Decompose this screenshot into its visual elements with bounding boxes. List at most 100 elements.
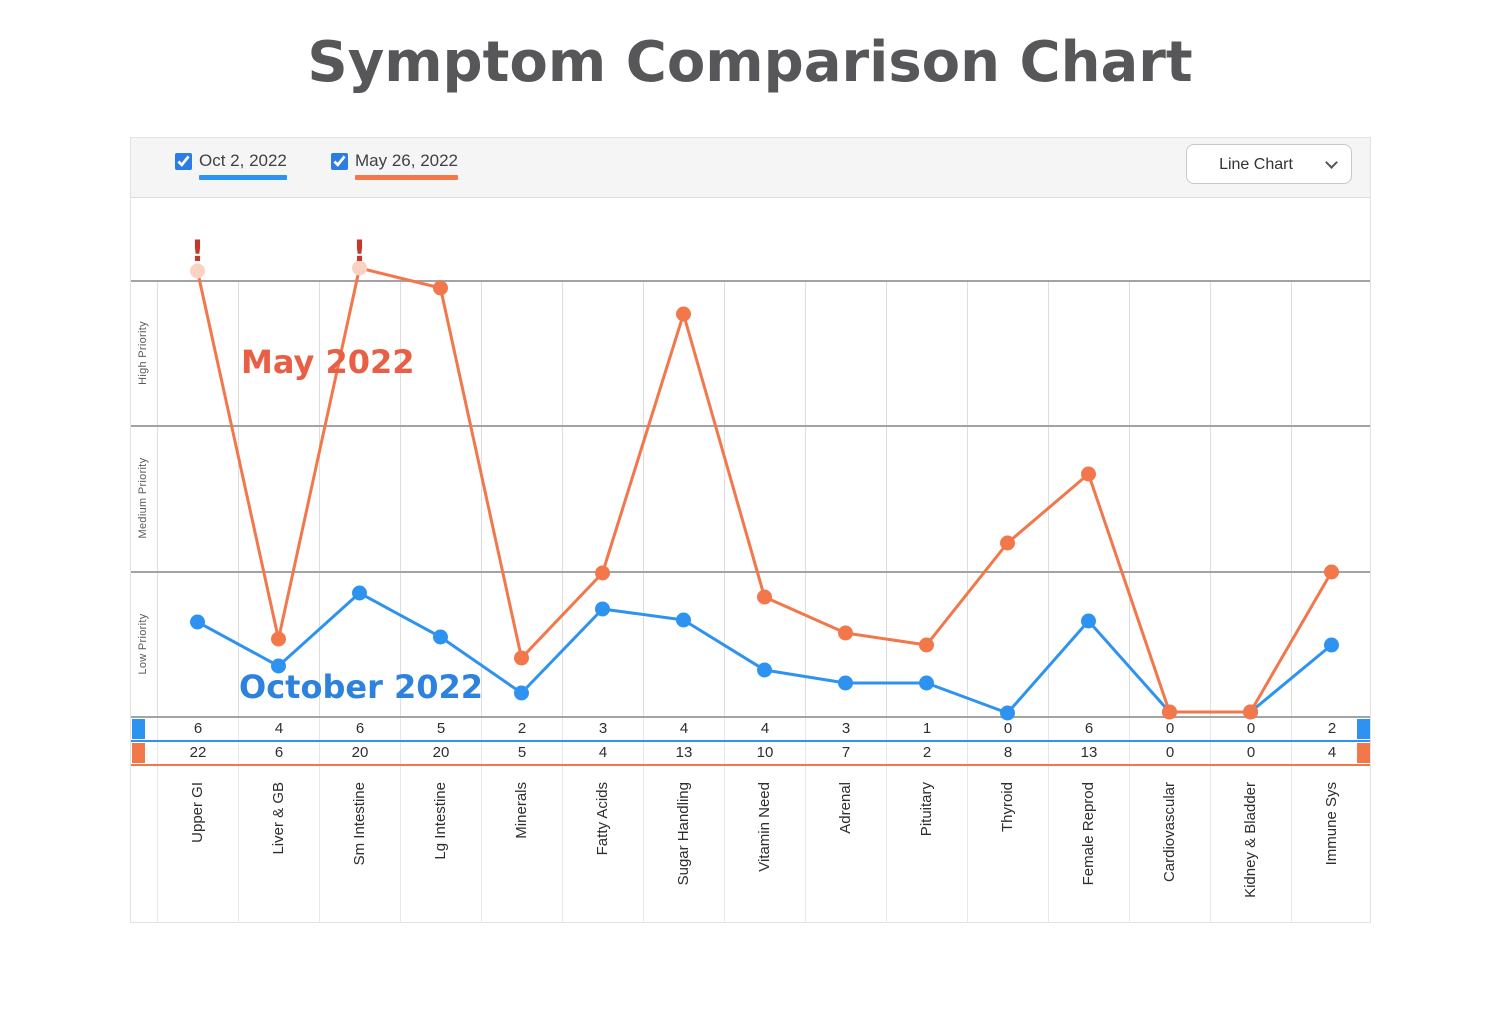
data-point[interactable] — [919, 675, 934, 691]
x-axis-label: Liver & GB — [269, 782, 287, 855]
gridline-vertical — [1291, 280, 1292, 716]
x-axis-label: Adrenal — [836, 782, 854, 834]
data-point[interactable] — [1081, 466, 1096, 482]
table-cell: 6 — [157, 718, 238, 740]
gridline-vertical — [1210, 280, 1211, 716]
gridline-vertical — [1129, 280, 1130, 716]
table-cell: 0 — [1210, 742, 1291, 764]
chart-panel: Oct 2, 2022 May 26, 2022 Line Chart High… — [130, 137, 1371, 923]
x-axis-label: Female Reprod — [1079, 782, 1097, 886]
x-axis-label: Sm Intestine — [350, 782, 368, 866]
data-point[interactable] — [838, 675, 853, 691]
data-point[interactable] — [919, 637, 934, 653]
table-cell: 2 — [481, 718, 562, 740]
data-point[interactable] — [190, 614, 205, 630]
table-cell: 4 — [238, 718, 319, 740]
gridline-vertical — [724, 280, 725, 716]
data-point[interactable] — [1000, 535, 1015, 551]
table-cell: 0 — [1129, 742, 1210, 764]
x-label-divider — [886, 766, 887, 923]
legend-toggle-may[interactable]: May 26, 2022 — [331, 151, 459, 180]
data-point[interactable] — [676, 612, 691, 628]
page-title: Symptom Comparison Chart — [307, 30, 1193, 95]
data-point[interactable] — [757, 662, 772, 678]
data-point[interactable] — [1324, 637, 1339, 653]
band-boundary-line — [131, 280, 1370, 282]
table-cell: 10 — [724, 742, 805, 764]
row-color-cap — [1357, 743, 1370, 763]
x-label-divider — [1210, 766, 1211, 923]
x-label-divider — [157, 766, 158, 923]
data-point[interactable] — [595, 565, 610, 581]
x-axis-label: Lg Intestine — [431, 782, 449, 860]
data-point[interactable] — [838, 625, 853, 641]
row-color-cap — [132, 743, 145, 763]
table-cell: 3 — [805, 718, 886, 740]
table-cell: 4 — [562, 742, 643, 764]
table-cell: 0 — [1210, 718, 1291, 740]
table-cell: 20 — [400, 742, 481, 764]
chart-canvas — [190, 260, 1339, 721]
x-axis-label: Cardiovascular — [1160, 782, 1178, 883]
data-point[interactable] — [271, 658, 286, 674]
table-cell: 6 — [238, 742, 319, 764]
chart-toolbar: Oct 2, 2022 May 26, 2022 Line Chart — [131, 138, 1370, 198]
table-cell: 0 — [1129, 718, 1210, 740]
legend-checkbox-oct[interactable] — [175, 152, 192, 170]
data-point[interactable] — [433, 629, 448, 645]
legend-checkbox-may[interactable] — [331, 152, 348, 170]
series-line — [196, 266, 1333, 714]
x-axis-label: Upper GI — [188, 782, 206, 843]
table-cell: 8 — [967, 742, 1048, 764]
gridline-vertical — [805, 280, 806, 716]
x-label-divider — [643, 766, 644, 923]
chart-type-select[interactable]: Line Chart — [1186, 144, 1352, 184]
x-label-divider — [562, 766, 563, 923]
data-point[interactable] — [676, 306, 691, 322]
offscale-alert-icon: ! — [352, 234, 367, 268]
x-label-divider — [319, 766, 320, 923]
data-point[interactable] — [514, 650, 529, 666]
x-axis-label: Sugar Handling — [674, 782, 692, 886]
band-boundary-line — [131, 571, 1370, 573]
x-label-divider — [1291, 766, 1292, 923]
data-point[interactable] — [595, 601, 610, 617]
x-label-divider — [1129, 766, 1130, 923]
gridline-vertical — [238, 280, 239, 716]
x-axis-label: Vitamin Need — [755, 782, 773, 872]
band-boundary-line — [131, 425, 1370, 427]
gridline-vertical — [643, 280, 644, 716]
x-label-divider — [805, 766, 806, 923]
x-axis-label: Immune Sys — [1322, 782, 1340, 866]
chart-region: High Priority Medium Priority Low Priority… — [131, 198, 1370, 923]
x-label-divider — [481, 766, 482, 923]
data-point[interactable] — [352, 260, 367, 276]
data-point[interactable] — [271, 631, 286, 647]
data-point[interactable] — [1162, 704, 1177, 720]
chart-type-select-wrap: Line Chart — [1186, 144, 1352, 184]
table-cell: 5 — [400, 718, 481, 740]
gridline-vertical — [562, 280, 563, 716]
data-point[interactable] — [190, 263, 205, 279]
data-point[interactable] — [433, 280, 448, 296]
series-annotation: October 2022 — [239, 668, 484, 706]
x-label-divider — [967, 766, 968, 923]
series-annotation: May 2022 — [241, 343, 415, 381]
x-label-divider — [238, 766, 239, 923]
data-point[interactable] — [1081, 613, 1096, 629]
table-cell: 22 — [157, 742, 238, 764]
data-point[interactable] — [1243, 704, 1258, 720]
gridline-vertical — [157, 280, 158, 716]
legend-toggle-oct[interactable]: Oct 2, 2022 — [175, 151, 287, 180]
data-point[interactable] — [757, 589, 772, 605]
data-point[interactable] — [1000, 705, 1015, 721]
gridline-vertical — [319, 280, 320, 716]
offscale-alert-icon: ! — [190, 234, 205, 268]
x-axis-label: Kidney & Bladder — [1241, 782, 1259, 898]
table-cell: 1 — [886, 718, 967, 740]
data-point[interactable] — [1324, 564, 1339, 580]
data-point[interactable] — [352, 585, 367, 601]
table-cell: 4 — [643, 718, 724, 740]
data-point[interactable] — [514, 685, 529, 701]
